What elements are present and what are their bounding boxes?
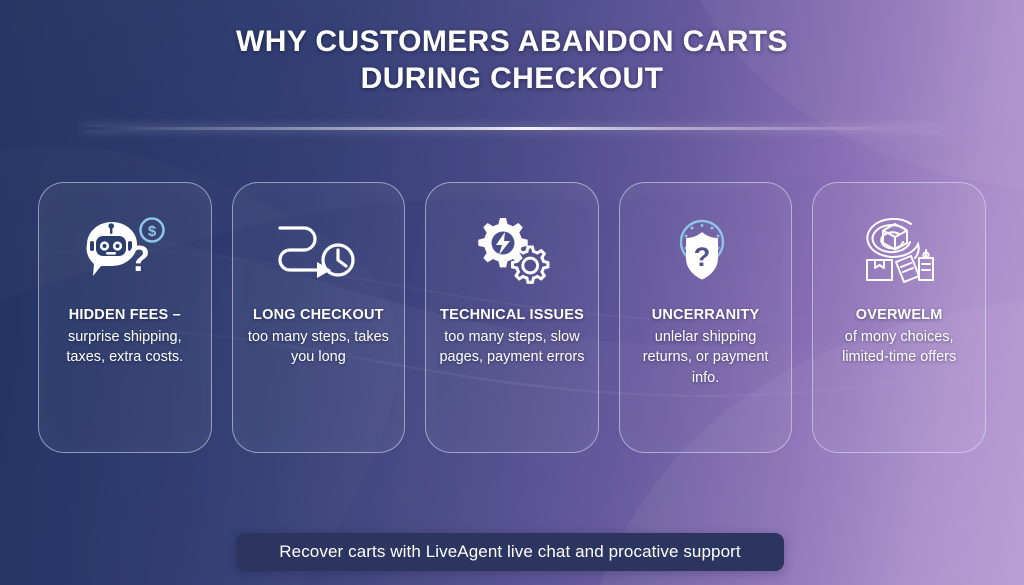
card-title: UNCERRANITY [651,307,760,323]
card-technical-issues[interactable]: TECHNICAL ISSUES too many steps, slow pa… [425,182,599,453]
header: WHY CUSTOMERS ABANDON CARTS DURING CHECK… [0,24,1024,98]
shield-question-gauge-icon: ? [660,209,752,289]
card-description: unlelar shipping returns, or payment inf… [642,328,769,386]
reason-cards-row: $ ? HIDDEN FEES – surprise shipping, tax… [38,182,986,453]
card-title: OVERWELM [855,307,943,323]
cta-banner[interactable]: Recover carts with LiveAgent live chat a… [236,533,784,571]
card-uncertainty[interactable]: ? UNCERRANITY unlelar shipping returns, … [618,182,793,453]
card-description: too many steps, slow pages, payment erro… [439,328,585,366]
gears-lightning-icon [466,209,558,289]
card-title: HIDDEN FEES – [68,307,181,323]
card-text: OVERWELM of mony choices, limited-time o… [813,305,985,368]
card-description: surprise shipping, taxes, extra costs. [66,328,184,366]
card-text: UNCERRANITY unlelar shipping returns, or… [620,305,792,388]
package-tag-choices-icon [853,209,945,289]
chatbot-dollar-question-icon: $ ? [79,209,171,289]
card-title: TECHNICAL ISSUES [440,307,584,323]
title-line-1: WHY CUSTOMERS ABANDON CARTS [236,25,788,58]
svg-text:?: ? [693,242,710,272]
title-line-2: DURING CHECKOUT [360,61,664,95]
svg-text:$: $ [148,223,157,240]
card-long-checkout[interactable]: LONG CHECKOUT too many steps, takes you … [231,182,406,453]
card-description: too many steps, takes you long [247,328,389,366]
card-hidden-fees[interactable]: $ ? HIDDEN FEES – surprise shipping, tax… [38,182,212,453]
cta-banner-text: Recover carts with LiveAgent live chat a… [279,542,741,561]
page-title: WHY CUSTOMERS ABANDON CARTS DURING CHECK… [0,24,1024,98]
card-text: LONG CHECKOUT too many steps, takes you … [233,305,405,368]
card-overwhelm[interactable]: OVERWELM of mony choices, limited-time o… [812,182,986,453]
winding-path-clock-icon [272,209,364,289]
card-text: HIDDEN FEES – surprise shipping, taxes, … [39,305,211,368]
header-divider [82,127,942,130]
svg-text:?: ? [128,238,150,279]
card-description: of mony choices, limited-time offers [842,328,957,366]
card-text: TECHNICAL ISSUES too many steps, slow pa… [426,305,598,368]
card-title: LONG CHECKOUT [253,307,384,323]
